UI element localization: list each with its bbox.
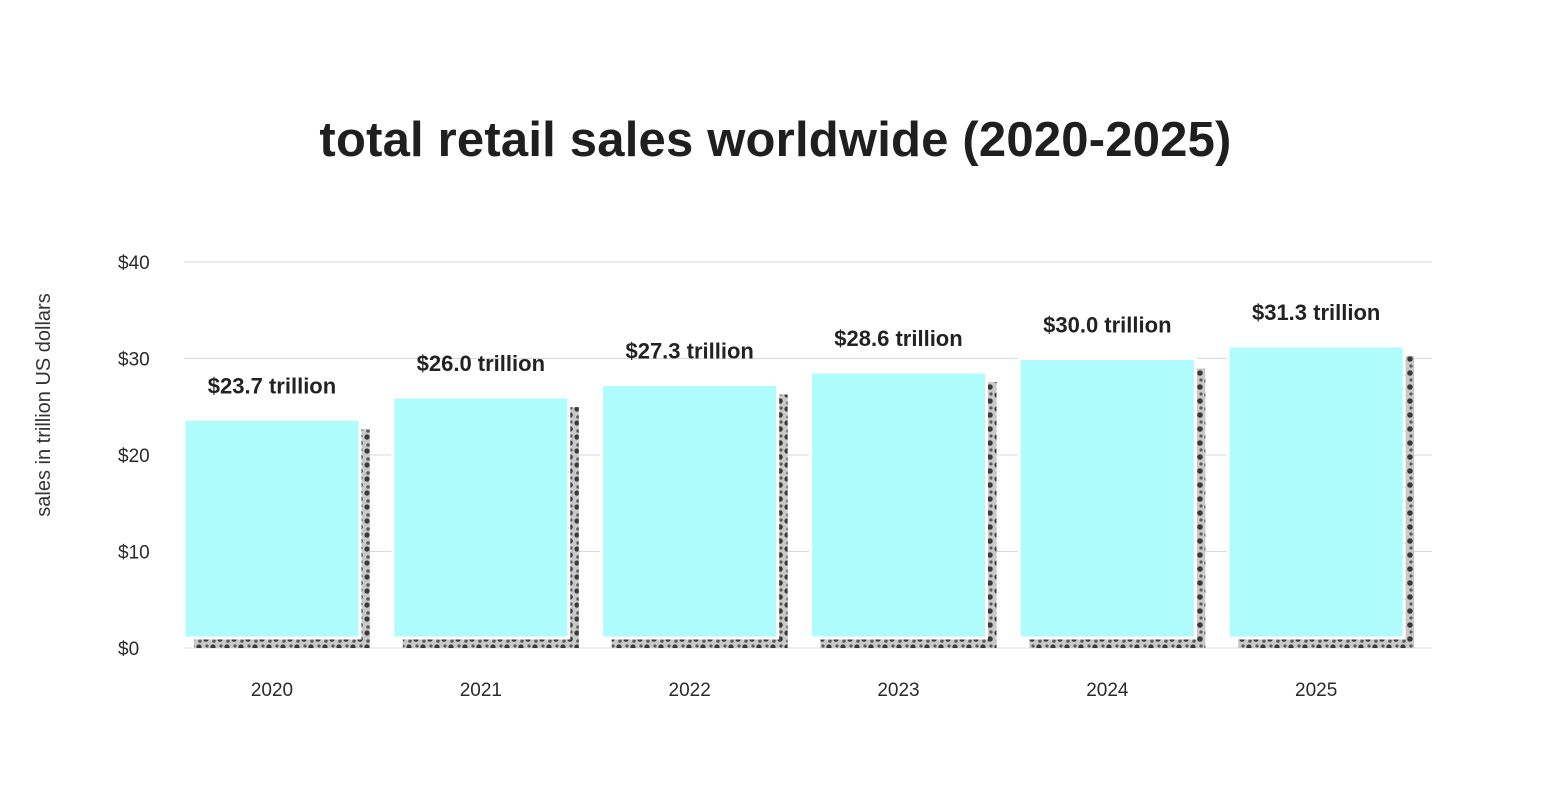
data-label: $30.0 trillion (1043, 313, 1171, 338)
chart-title: total retail sales worldwide (2020-2025) (319, 113, 1232, 167)
y-tick-label: $0 (118, 639, 139, 660)
x-tick-label: 2024 (1086, 680, 1129, 701)
y-tick-labels: $0 $10 $20 $30 $40 (118, 253, 150, 660)
y-tick-label: $40 (118, 253, 150, 274)
bar (600, 383, 780, 640)
y-axis-label: sales in trillion US dollars (33, 293, 55, 516)
bar (809, 370, 988, 640)
x-tick-label: 2020 (251, 680, 293, 701)
x-tick-label: 2023 (877, 680, 919, 701)
data-label: $27.3 trillion (625, 339, 753, 364)
y-tick-label: $20 (118, 446, 150, 467)
data-label: $23.7 trillion (208, 373, 336, 398)
x-tick-labels: 2020 2021 2022 2023 2024 2025 (251, 680, 1337, 701)
bar (1226, 344, 1406, 640)
y-tick-label: $10 (118, 543, 150, 564)
x-tick-label: 2025 (1295, 680, 1337, 701)
bar (391, 395, 571, 640)
bars (182, 344, 1415, 648)
y-tick-label: $30 (118, 350, 150, 371)
data-label: $31.3 trillion (1252, 300, 1380, 325)
data-label: $28.6 trillion (834, 326, 962, 351)
x-tick-label: 2021 (460, 680, 502, 701)
data-label: $26.0 trillion (417, 351, 545, 376)
data-labels: $23.7 trillion $26.0 trillion $27.3 trilli… (208, 300, 1381, 398)
x-tick-label: 2022 (669, 680, 711, 701)
bar (1017, 357, 1197, 640)
bar (182, 417, 362, 640)
